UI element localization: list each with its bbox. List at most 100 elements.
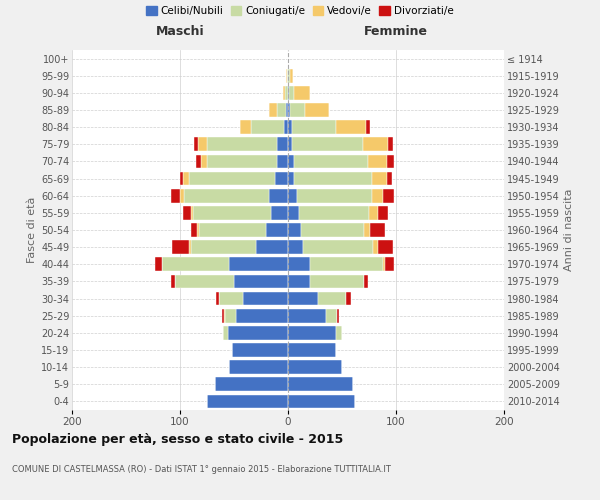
Bar [288, 326, 335, 340]
Bar [287, 69, 288, 82]
Bar [370, 223, 385, 237]
Bar [288, 223, 301, 237]
Bar [289, 86, 295, 100]
Bar [251, 120, 284, 134]
Bar [241, 120, 251, 134]
Bar [288, 138, 292, 151]
Bar [172, 189, 180, 202]
Bar [161, 258, 229, 271]
Bar [383, 189, 394, 202]
Text: COMUNE DI CASTELMASSA (RO) - Dati ISTAT 1° gennaio 2015 - Elaborazione TUTTITALI: COMUNE DI CASTELMASSA (RO) - Dati ISTAT … [12, 466, 391, 474]
Bar [283, 86, 285, 100]
Bar [229, 360, 288, 374]
Legend: Celibi/Nubili, Coniugati/e, Vedovi/e, Divorziati/e: Celibi/Nubili, Coniugati/e, Vedovi/e, Di… [145, 5, 455, 18]
Bar [226, 309, 236, 322]
Bar [288, 240, 303, 254]
Bar [224, 309, 226, 322]
Bar [242, 292, 288, 306]
Bar [194, 138, 199, 151]
Bar [183, 206, 191, 220]
Bar [269, 189, 288, 202]
Bar [373, 240, 377, 254]
Bar [277, 138, 288, 151]
Bar [292, 138, 362, 151]
Bar [223, 326, 227, 340]
Bar [183, 172, 188, 185]
Bar [369, 206, 377, 220]
Bar [175, 274, 234, 288]
Bar [285, 86, 288, 100]
Bar [236, 309, 288, 322]
Bar [191, 223, 197, 237]
Bar [188, 172, 275, 185]
Bar [284, 120, 288, 134]
Bar [372, 172, 388, 185]
Bar [337, 309, 339, 322]
Bar [364, 223, 370, 237]
Bar [207, 138, 277, 151]
Bar [234, 274, 288, 288]
Bar [290, 69, 293, 82]
Bar [199, 223, 266, 237]
Bar [301, 223, 364, 237]
Bar [197, 223, 199, 237]
Bar [229, 258, 288, 271]
Bar [295, 172, 372, 185]
Bar [193, 206, 271, 220]
Bar [290, 103, 305, 117]
Bar [288, 258, 310, 271]
Text: Femmine: Femmine [364, 24, 428, 38]
Bar [180, 172, 183, 185]
Bar [180, 189, 184, 202]
Bar [364, 274, 368, 288]
Bar [303, 240, 373, 254]
Bar [377, 206, 388, 220]
Bar [200, 154, 207, 168]
Bar [368, 154, 388, 168]
Bar [288, 206, 299, 220]
Bar [288, 172, 295, 185]
Bar [232, 343, 288, 357]
Bar [288, 120, 292, 134]
Bar [288, 292, 318, 306]
Bar [385, 258, 394, 271]
Bar [326, 309, 337, 322]
Bar [288, 378, 353, 391]
Bar [215, 378, 288, 391]
Y-axis label: Anni di nascita: Anni di nascita [564, 188, 574, 271]
Bar [269, 103, 277, 117]
Bar [310, 274, 364, 288]
Bar [155, 258, 161, 271]
Bar [310, 258, 383, 271]
Bar [335, 326, 342, 340]
Bar [288, 103, 290, 117]
Bar [292, 120, 335, 134]
Bar [366, 120, 370, 134]
Bar [288, 309, 326, 322]
Bar [388, 172, 392, 185]
Text: Popolazione per età, sesso e stato civile - 2015: Popolazione per età, sesso e stato civil… [12, 432, 343, 446]
Bar [346, 292, 350, 306]
Bar [335, 120, 366, 134]
Bar [288, 86, 289, 100]
Bar [305, 103, 329, 117]
Text: Maschi: Maschi [155, 24, 205, 38]
Bar [288, 69, 290, 82]
Bar [275, 172, 288, 185]
Bar [377, 240, 393, 254]
Bar [256, 240, 288, 254]
Bar [207, 394, 288, 408]
Bar [388, 154, 394, 168]
Bar [266, 223, 288, 237]
Bar [219, 292, 242, 306]
Bar [222, 309, 224, 322]
Bar [372, 189, 383, 202]
Bar [191, 206, 193, 220]
Bar [277, 154, 288, 168]
Bar [215, 292, 219, 306]
Bar [288, 394, 355, 408]
Bar [191, 240, 256, 254]
Bar [271, 206, 288, 220]
Y-axis label: Fasce di età: Fasce di età [26, 197, 37, 263]
Bar [295, 154, 368, 168]
